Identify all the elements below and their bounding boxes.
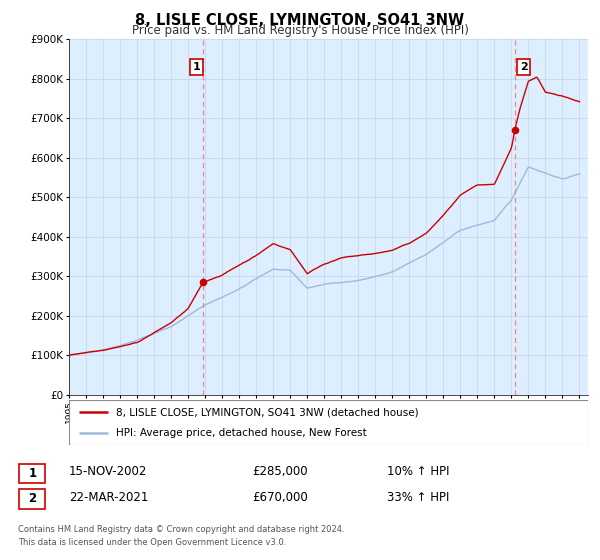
Text: 15-NOV-2002: 15-NOV-2002 (69, 465, 148, 478)
Text: 22-MAR-2021: 22-MAR-2021 (69, 491, 148, 504)
Text: HPI: Average price, detached house, New Forest: HPI: Average price, detached house, New … (116, 428, 367, 438)
Text: This data is licensed under the Open Government Licence v3.0.: This data is licensed under the Open Gov… (18, 538, 286, 547)
Text: £670,000: £670,000 (252, 491, 308, 504)
Text: 2: 2 (520, 62, 527, 72)
Text: 33% ↑ HPI: 33% ↑ HPI (387, 491, 449, 504)
Text: 2: 2 (28, 492, 37, 506)
Text: £285,000: £285,000 (252, 465, 308, 478)
Text: 8, LISLE CLOSE, LYMINGTON, SO41 3NW (detached house): 8, LISLE CLOSE, LYMINGTON, SO41 3NW (det… (116, 408, 418, 418)
Text: 1: 1 (193, 62, 200, 72)
Text: Contains HM Land Registry data © Crown copyright and database right 2024.: Contains HM Land Registry data © Crown c… (18, 525, 344, 534)
Text: 8, LISLE CLOSE, LYMINGTON, SO41 3NW: 8, LISLE CLOSE, LYMINGTON, SO41 3NW (136, 13, 464, 27)
Point (198, 278, 208, 287)
Text: 1: 1 (28, 466, 37, 480)
Point (511, 125, 520, 134)
Text: 10% ↑ HPI: 10% ↑ HPI (387, 465, 449, 478)
Text: Price paid vs. HM Land Registry's House Price Index (HPI): Price paid vs. HM Land Registry's House … (131, 24, 469, 38)
